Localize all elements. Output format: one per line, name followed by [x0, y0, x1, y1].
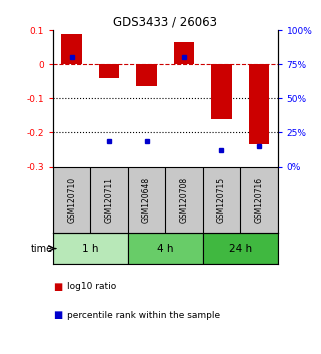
Text: 4 h: 4 h [157, 244, 174, 253]
Bar [249, 64, 269, 144]
Text: GSM120708: GSM120708 [179, 177, 188, 223]
Text: GSM120710: GSM120710 [67, 177, 76, 223]
Text: GSM120715: GSM120715 [217, 177, 226, 223]
Bar [61, 34, 82, 64]
Bar [99, 64, 119, 78]
Bar [203, 233, 278, 264]
Text: 1 h: 1 h [82, 244, 99, 253]
Text: GSM120711: GSM120711 [105, 177, 114, 223]
Text: GSM120716: GSM120716 [255, 177, 264, 223]
Bar [128, 233, 203, 264]
Title: GDS3433 / 26063: GDS3433 / 26063 [113, 16, 217, 29]
Text: log10 ratio: log10 ratio [67, 282, 117, 291]
Bar [136, 64, 157, 86]
Text: 24 h: 24 h [229, 244, 252, 253]
Text: time: time [31, 244, 53, 253]
Bar [211, 64, 232, 119]
Bar [174, 42, 194, 64]
Text: ■: ■ [53, 282, 62, 292]
Bar [53, 233, 128, 264]
Text: ■: ■ [53, 310, 62, 320]
Text: percentile rank within the sample: percentile rank within the sample [67, 310, 221, 320]
Text: GSM120648: GSM120648 [142, 177, 151, 223]
